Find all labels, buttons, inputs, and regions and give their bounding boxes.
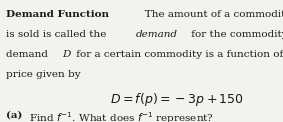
Text: demand: demand [6,50,51,59]
Text: is sold is called the: is sold is called the [6,30,109,39]
Text: (a): (a) [6,110,22,119]
Text: Find $f^{-1}$. What does $f^{-1}$ represent?: Find $f^{-1}$. What does $f^{-1}$ repres… [26,110,214,122]
Text: $D = f(p) = -3p + 150$: $D = f(p) = -3p + 150$ [110,91,244,108]
Text: The amount of a commodity that: The amount of a commodity that [135,10,283,19]
Text: for a certain commodity is a function of the: for a certain commodity is a function of… [73,50,283,59]
Text: price given by: price given by [6,70,80,79]
Text: demand: demand [135,30,177,39]
Text: for the commodity. The: for the commodity. The [188,30,283,39]
Text: D: D [62,50,71,59]
Text: Demand Function: Demand Function [6,10,109,19]
